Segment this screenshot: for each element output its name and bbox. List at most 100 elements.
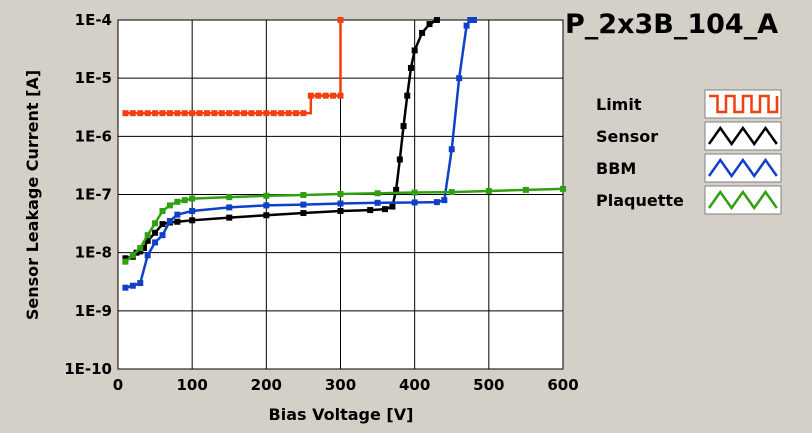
data-point — [441, 197, 448, 204]
data-point — [263, 212, 270, 219]
x-tick-label: 600 — [547, 376, 578, 394]
x-axis-title: Bias Voltage [V] — [269, 405, 414, 424]
data-point — [300, 192, 307, 199]
data-point — [337, 200, 344, 207]
data-point — [129, 110, 136, 117]
data-point — [159, 232, 166, 239]
data-point — [404, 92, 411, 99]
data-point — [144, 237, 151, 244]
data-point — [400, 123, 407, 130]
x-tick-label: 500 — [473, 376, 504, 394]
data-point — [189, 110, 196, 117]
data-point — [278, 110, 285, 117]
data-point — [129, 282, 136, 289]
data-point — [463, 22, 470, 29]
data-point — [226, 214, 233, 221]
data-point — [337, 17, 344, 23]
y-tick-label: 1E-4 — [75, 11, 112, 29]
data-point — [226, 204, 233, 211]
data-point — [140, 245, 147, 252]
data-point — [174, 198, 181, 205]
data-point — [382, 206, 388, 213]
data-point — [204, 110, 210, 117]
data-point — [300, 210, 307, 217]
legend-item: BBM — [596, 153, 782, 183]
series-layer — [122, 17, 566, 291]
data-point — [233, 110, 240, 117]
data-point — [166, 202, 173, 209]
series-limit — [122, 17, 344, 117]
data-point — [137, 280, 144, 287]
data-point — [263, 202, 270, 209]
y-tick-label: 1E-9 — [75, 302, 112, 320]
legend-label: Plaquette — [596, 191, 684, 210]
data-point — [181, 110, 188, 117]
legend-swatch — [704, 121, 782, 151]
data-point — [485, 187, 492, 194]
x-tick-label: 200 — [251, 376, 282, 394]
data-point — [122, 255, 129, 262]
data-point — [122, 284, 129, 291]
data-point — [396, 156, 403, 163]
data-point — [337, 208, 344, 215]
y-axis-title: Sensor Leakage Current [A] — [23, 70, 42, 320]
legend-item: Sensor — [596, 121, 782, 151]
data-point — [270, 110, 277, 117]
chart-title: P_2x3B_104_A — [565, 9, 778, 40]
data-point — [471, 17, 477, 23]
data-point — [374, 190, 381, 197]
data-point — [307, 92, 314, 99]
data-point — [137, 245, 144, 252]
y-tick-label: 1E-5 — [75, 69, 112, 87]
data-point — [174, 218, 181, 225]
data-point — [448, 189, 455, 196]
data-point — [393, 186, 400, 193]
legend-item: Plaquette — [596, 185, 782, 215]
data-point — [337, 190, 344, 197]
data-point — [174, 110, 181, 117]
data-point — [159, 110, 166, 117]
data-point — [144, 252, 151, 259]
data-point — [411, 47, 418, 54]
data-point — [407, 64, 414, 71]
legend-item: Limit — [596, 89, 782, 119]
data-point — [467, 17, 474, 23]
data-point — [389, 203, 396, 210]
data-point — [300, 201, 307, 208]
x-tick-label: 100 — [177, 376, 208, 394]
legend-line — [707, 125, 778, 147]
data-point — [211, 110, 218, 117]
data-point — [560, 185, 566, 192]
data-point — [137, 248, 144, 255]
x-tick-label: 300 — [325, 376, 356, 394]
legend-line — [709, 94, 779, 114]
data-point — [129, 252, 136, 259]
data-point — [226, 194, 233, 201]
y-tick-label: 1E-7 — [75, 186, 112, 204]
x-tick-label: 0 — [113, 376, 123, 394]
data-point — [218, 110, 225, 117]
data-point — [144, 232, 151, 239]
tick-labels: 0 100 200 300 400 500 600 1E-10 1E-9 1E-8 1E-7 1E-6… — [64, 11, 578, 394]
data-point — [263, 110, 270, 117]
data-point — [152, 220, 159, 227]
data-point — [122, 110, 129, 117]
data-point — [411, 189, 418, 196]
data-point — [166, 218, 173, 225]
data-point — [315, 92, 322, 99]
data-point — [255, 110, 262, 117]
data-point — [456, 75, 463, 82]
y-tick-label: 1E-6 — [75, 127, 112, 145]
x-tick-label: 400 — [399, 376, 430, 394]
legend-label: Sensor — [596, 127, 658, 146]
series-bbm — [122, 17, 477, 291]
data-point — [448, 146, 455, 153]
data-point — [226, 110, 233, 117]
data-point — [433, 17, 440, 23]
data-point — [367, 207, 374, 214]
data-point — [152, 229, 159, 236]
data-point — [330, 92, 337, 99]
series-plaquette — [122, 185, 566, 265]
legend: Limit Sensor BBM Plaquette — [585, 84, 785, 215]
